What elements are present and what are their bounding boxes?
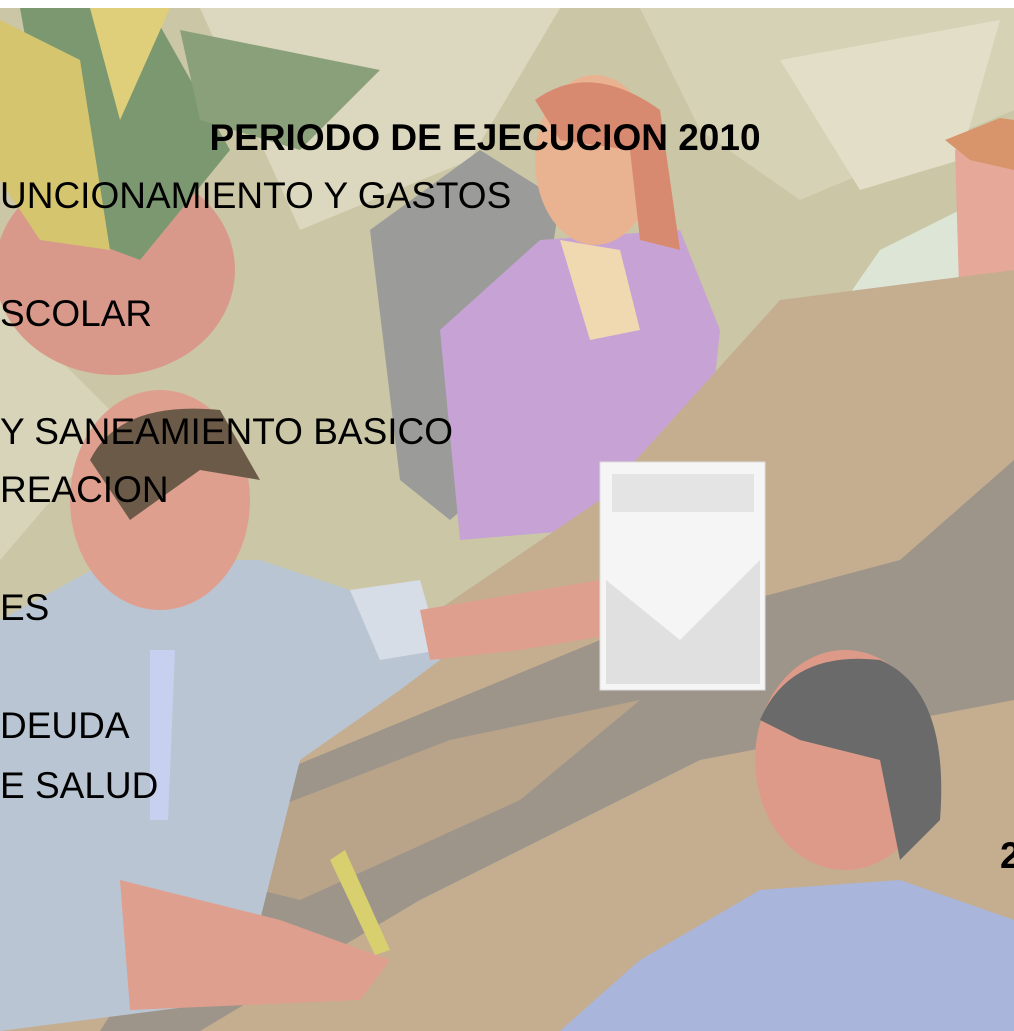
slide-title: PERIODO DE EJECUCION 2010 <box>209 117 760 158</box>
text-line: DEUDA <box>0 705 130 746</box>
text-line: SCOLAR <box>0 293 152 334</box>
text-line: Y SANEAMIENTO BASICO <box>0 411 453 452</box>
text-line: E SALUD <box>0 765 158 806</box>
text-line: UNCIONAMIENTO Y GASTOS <box>0 175 511 216</box>
text-lines: UNCIONAMIENTO Y GASTOS SCOLAR Y SANEAMIENT… <box>0 175 511 806</box>
page-number: 2 <box>1000 835 1014 876</box>
text-line: REACION <box>0 469 169 510</box>
text-line: ES <box>0 587 49 628</box>
background-illustration <box>0 8 1014 1031</box>
